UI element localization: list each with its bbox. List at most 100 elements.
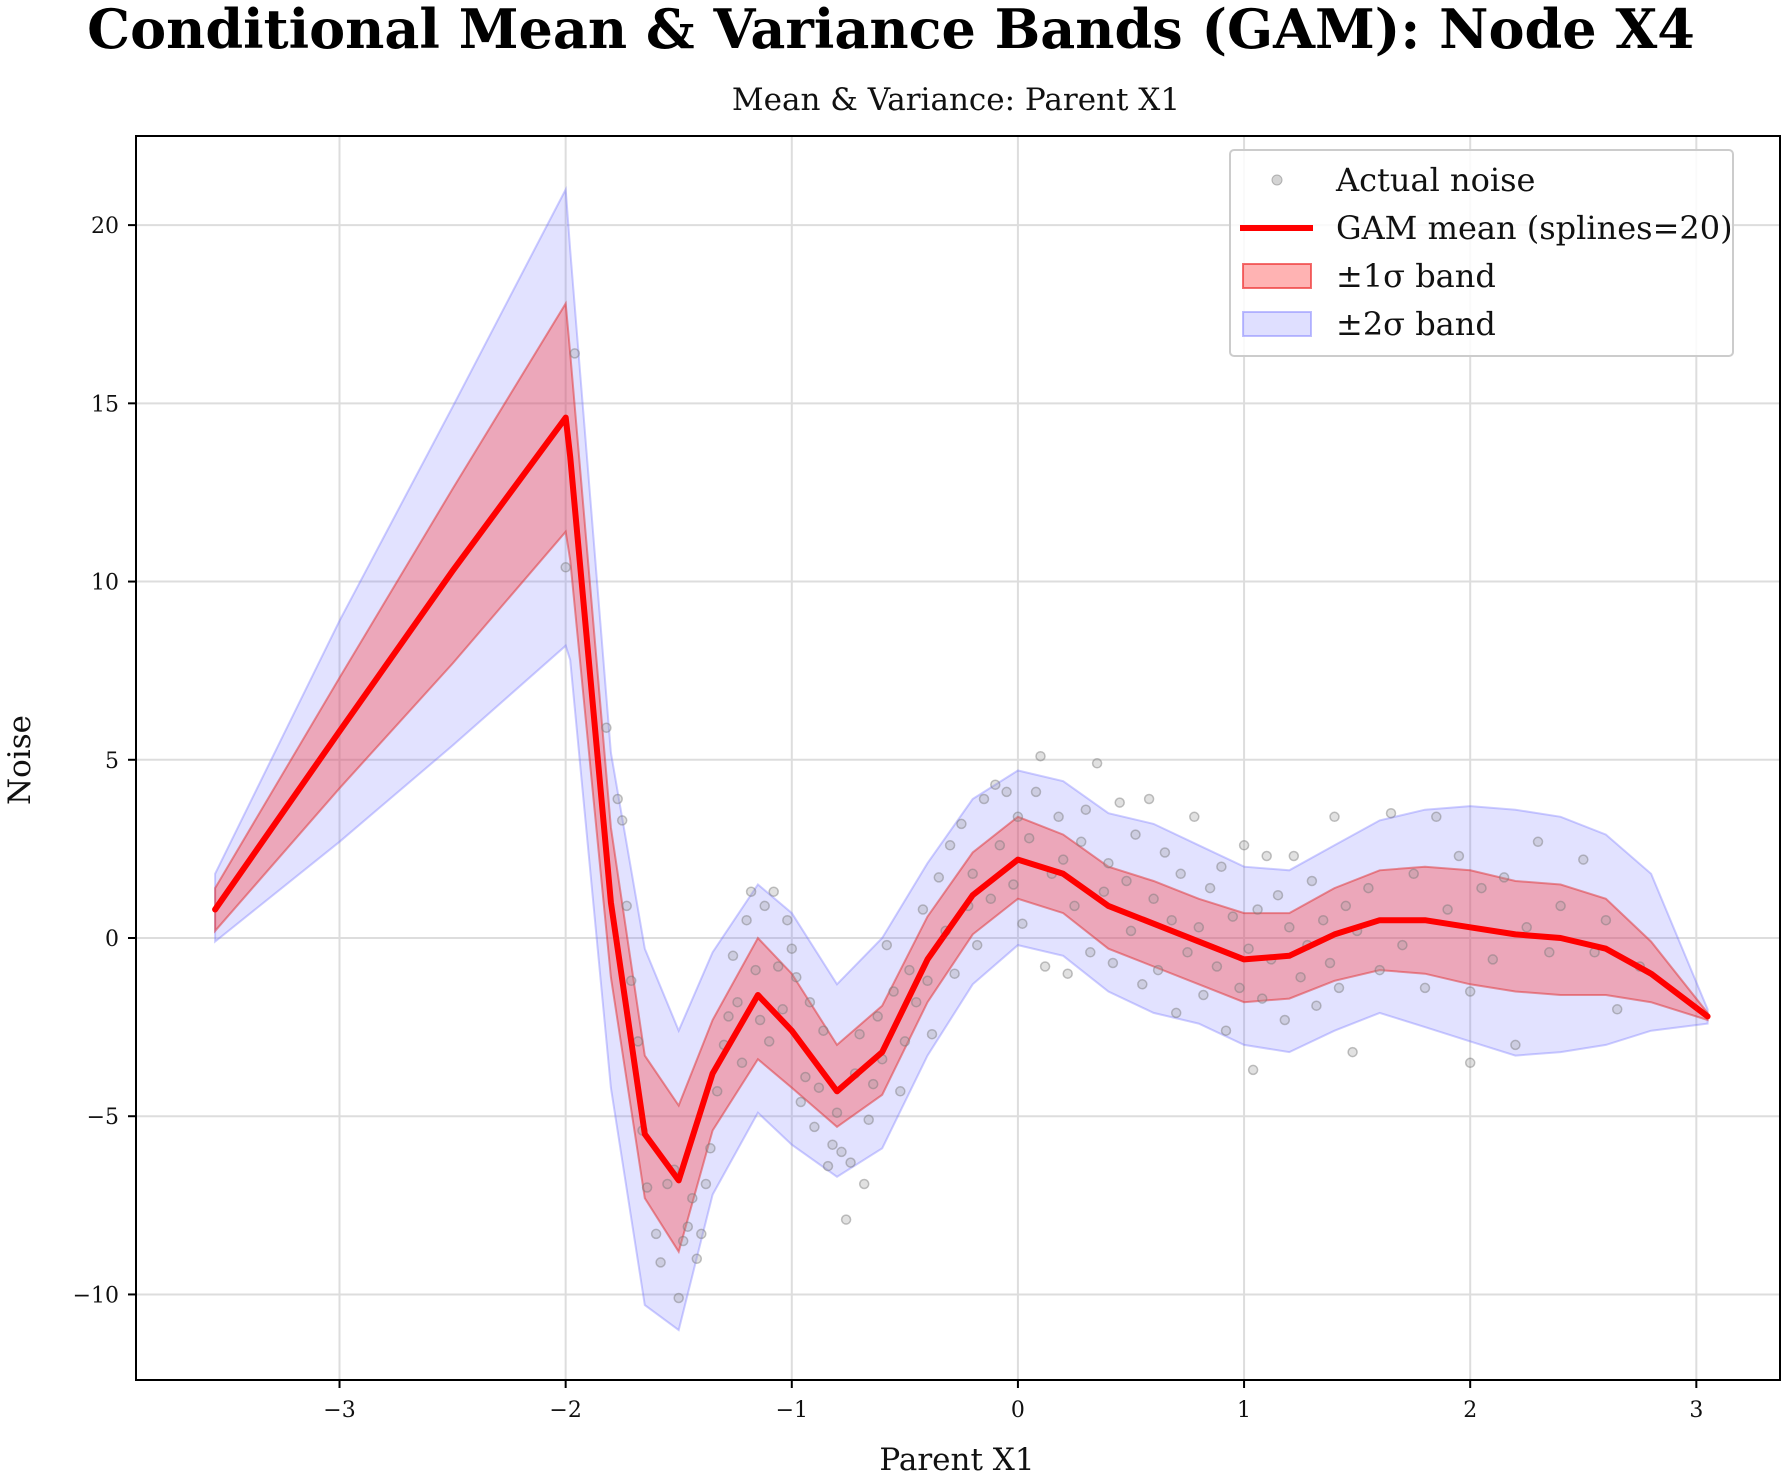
y-tick-label: −5: [87, 1105, 119, 1130]
band-2sigma: [214, 185, 1709, 1332]
y-tick-label: −10: [73, 1283, 119, 1308]
legend-label-2sigma: ±2σ band: [1336, 305, 1496, 343]
scatter-point: [1453, 850, 1465, 862]
scatter-point: [904, 964, 915, 976]
scatter-point: [727, 950, 739, 962]
scatter-point: [827, 1139, 838, 1150]
scatter-point: [818, 1025, 829, 1036]
band-1sigma-area: [214, 300, 1709, 1255]
scatter-point: [1521, 922, 1532, 933]
legend-1sigma-swatch: [1242, 263, 1312, 289]
scatter-point: [858, 1178, 870, 1190]
scatter-point: [944, 840, 956, 851]
band-2sigma-area: [214, 185, 1709, 1332]
scatter-point: [836, 1146, 847, 1158]
x-tick-label: 1: [1237, 1398, 1251, 1423]
scatter-point: [1023, 832, 1035, 844]
scatter-point: [1114, 797, 1125, 808]
scatter-point: [813, 1082, 825, 1093]
scatter-point: [1600, 914, 1612, 926]
scatter-point: [696, 1228, 707, 1240]
scatter-point: [863, 1114, 874, 1126]
scatter-point: [840, 1214, 852, 1225]
scatter-point: [569, 348, 580, 359]
scatter-point: [971, 939, 983, 951]
scatter-point: [682, 1221, 694, 1232]
legend-label-actual-noise: Actual noise: [1335, 161, 1535, 199]
scatter-point: [677, 1235, 689, 1247]
scatter-point: [1256, 993, 1268, 1004]
scatter-point: [723, 1011, 734, 1022]
mean-line-group: [212, 414, 1711, 1184]
scatter-point: [1476, 882, 1487, 894]
scatter-point: [967, 868, 978, 880]
scatter-point: [1017, 918, 1028, 929]
legend: Actual noise GAM mean (splines=20) ±1σ b…: [1229, 149, 1734, 357]
scatter-point: [910, 996, 922, 1008]
scatter-point: [1143, 793, 1155, 805]
scatter-point: [1121, 875, 1132, 887]
scatter-point: [1442, 904, 1453, 915]
scatter-point: [1252, 904, 1263, 915]
scatter-point: [933, 872, 945, 883]
scatter-point: [1555, 900, 1566, 912]
scatter-point: [1238, 840, 1250, 851]
x-tick-label: −1: [776, 1398, 808, 1423]
scatter-point: [917, 904, 929, 915]
scatter-point: [560, 562, 571, 573]
scatter-point: [601, 722, 612, 733]
scatter-point: [1175, 868, 1186, 880]
scatter-point: [922, 975, 933, 987]
scatter-point: [616, 815, 628, 826]
scatter-point: [754, 1014, 766, 1026]
scatter-point: [804, 996, 816, 1008]
scatter-point: [655, 1257, 666, 1268]
x-tick-label: 2: [1463, 1398, 1477, 1423]
scatter-point: [1397, 939, 1408, 951]
scatter-point: [872, 1011, 883, 1022]
scatter-point: [1159, 847, 1171, 858]
y-axis-label: Noise: [2, 715, 38, 805]
scatter-point: [1039, 961, 1051, 972]
scatter-point: [1098, 886, 1110, 897]
chart-subtitle: Mean & Variance: Parent X1: [732, 82, 1180, 118]
scatter-point: [1216, 861, 1227, 872]
y-tick-label: 5: [105, 749, 119, 774]
scatter-point: [831, 1107, 843, 1118]
scatter-point: [1419, 982, 1431, 994]
scatter-point: [1532, 836, 1544, 848]
legend-box: [1229, 149, 1734, 357]
scatter-point: [1247, 1064, 1259, 1076]
y-tick-label: 15: [91, 392, 119, 417]
scatter-point: [888, 986, 899, 997]
scatter-point: [650, 1228, 662, 1240]
scatter-point: [632, 1036, 644, 1047]
scatter-point: [1284, 922, 1295, 933]
x-tick-label: 3: [1689, 1398, 1703, 1423]
scatter-point: [1053, 811, 1064, 823]
scatter-point: [1130, 829, 1141, 840]
scatter-point: [822, 1160, 834, 1172]
scatter-points: [560, 348, 1646, 1304]
scatter-point: [1189, 811, 1200, 823]
band-1sigma: [214, 300, 1709, 1255]
scatter-point: [763, 1036, 775, 1047]
scatter-point: [1234, 982, 1245, 994]
scatter-point: [711, 1086, 723, 1097]
scatter-point: [845, 1157, 856, 1168]
scatter-point: [1431, 811, 1442, 823]
scatter-point: [1311, 1000, 1322, 1011]
scatter-point: [777, 1004, 788, 1015]
scatter-point: [687, 1192, 698, 1204]
scatter-point: [1498, 872, 1510, 883]
scatter-point: [899, 1036, 911, 1047]
scatter-point: [1279, 1014, 1291, 1026]
scatter-point: [854, 1028, 865, 1040]
scatter-point: [1243, 943, 1254, 954]
scatter-point: [809, 1121, 820, 1133]
scatter-point: [1062, 968, 1073, 979]
scatter-point: [621, 900, 632, 912]
scatter-point: [700, 1178, 712, 1190]
